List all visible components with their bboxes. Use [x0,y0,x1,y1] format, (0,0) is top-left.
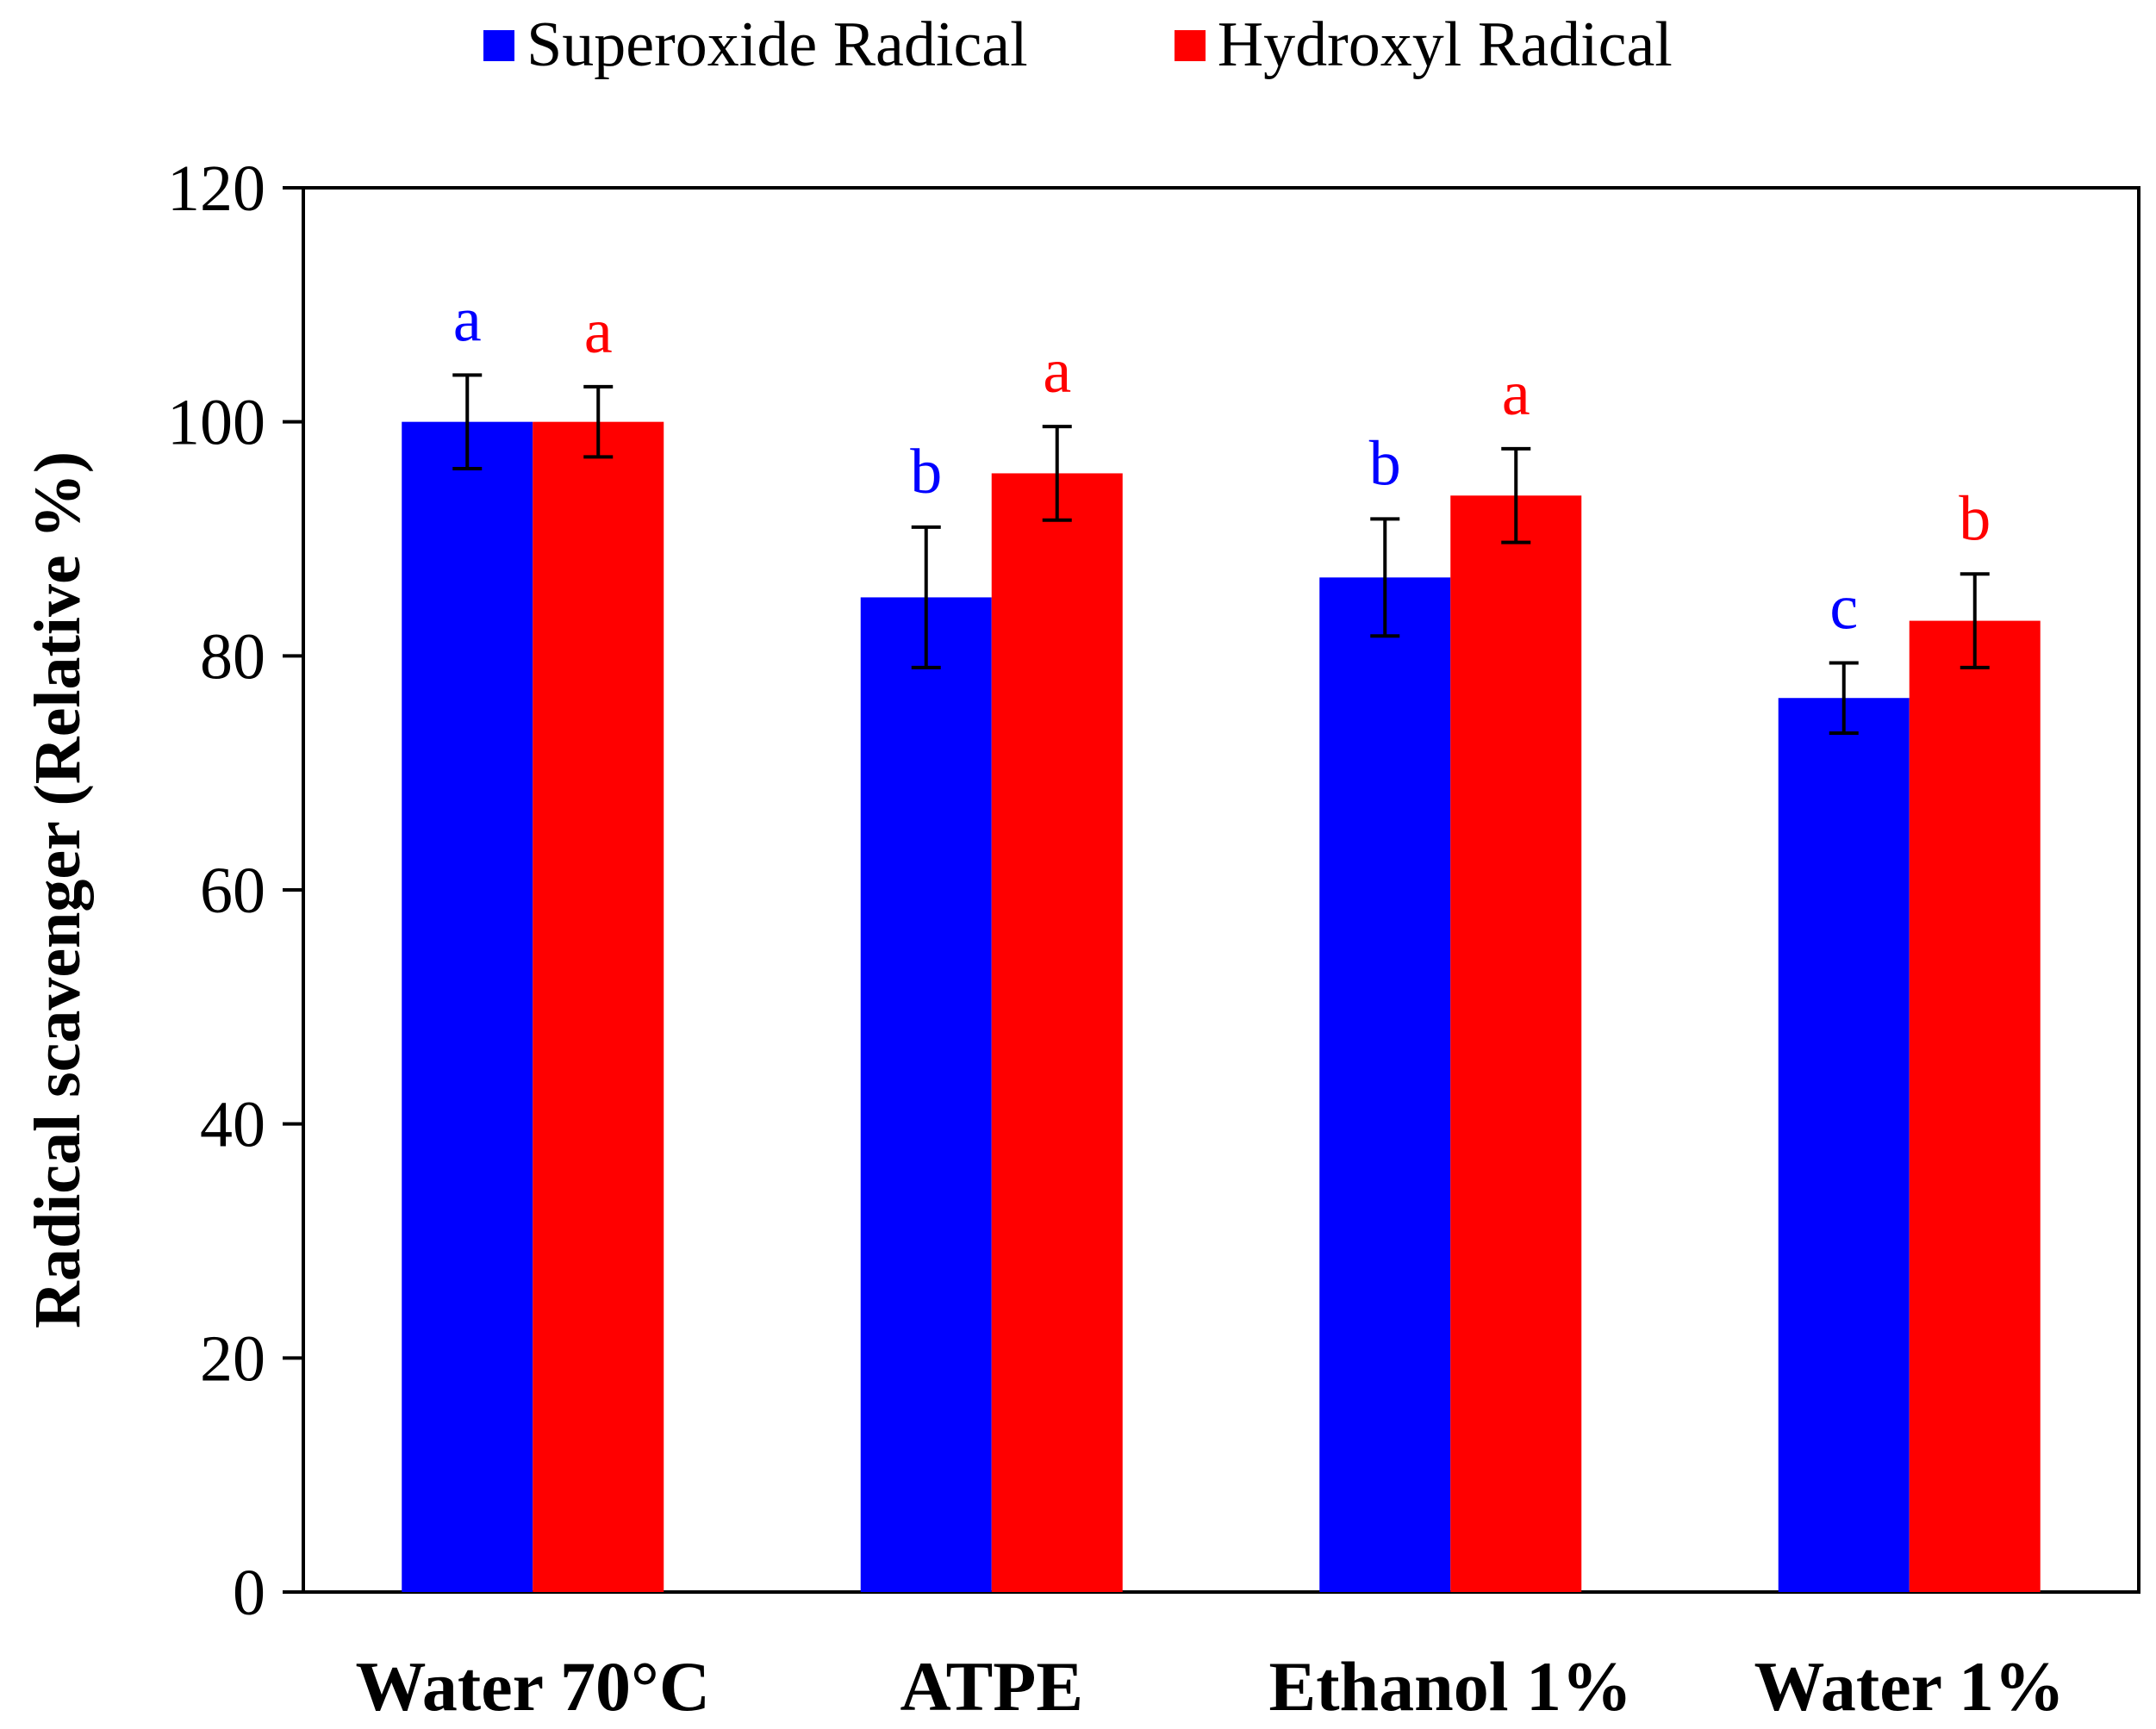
y-axis-label: Radical scavenger (Relative %) [22,451,94,1328]
y-tick-label: 0 [233,1557,265,1629]
y-tick-label: 120 [167,152,265,225]
legend-item-superoxide: Superoxide Radical [483,9,1028,82]
significance-letter: a [1043,336,1071,407]
significance-letter: a [453,284,482,355]
significance-letter: b [1959,483,1991,554]
significance-letter: b [910,437,942,507]
bars: a a b a b a c b [402,284,2041,1593]
bar [1778,698,1910,1592]
y-tick-label: 80 [200,620,265,693]
legend-swatch-superoxide [483,29,515,61]
legend-label-superoxide: Superoxide Radical [527,9,1028,80]
y-tick-label: 20 [200,1322,265,1395]
bar [991,473,1123,1592]
x-axis: Water 70°C ATPE Ethanol 1% Water 1% [355,1647,2065,1726]
y-tick-label: 100 [167,387,265,459]
x-tick-label: ATPE [900,1647,1083,1726]
significance-letter: b [1369,428,1401,499]
y-tick-label: 40 [200,1089,265,1161]
bar [1909,620,2041,1593]
x-tick-label: Water 1% [1754,1647,2065,1726]
legend-item-hydroxyl: Hydroxyl Radical [1174,9,1673,82]
x-tick-label: Ethanol 1% [1269,1647,1633,1726]
significance-letter: a [1502,358,1530,429]
x-tick-label: Water 70°C [355,1647,710,1726]
y-tick-label: 60 [200,855,265,927]
legend: Superoxide Radical Hydroxyl Radical [0,9,2156,82]
y-axis: 0 20 40 60 80 100 120 [167,152,303,1629]
bar [533,421,664,1593]
bar [860,597,992,1592]
significance-letter: c [1829,572,1858,643]
legend-label-hydroxyl: Hydroxyl Radical [1217,9,1673,80]
bar [1319,577,1451,1593]
bar [1450,495,1582,1592]
legend-swatch-hydroxyl [1174,29,1206,61]
bar [402,421,533,1593]
significance-letter: a [584,296,613,367]
